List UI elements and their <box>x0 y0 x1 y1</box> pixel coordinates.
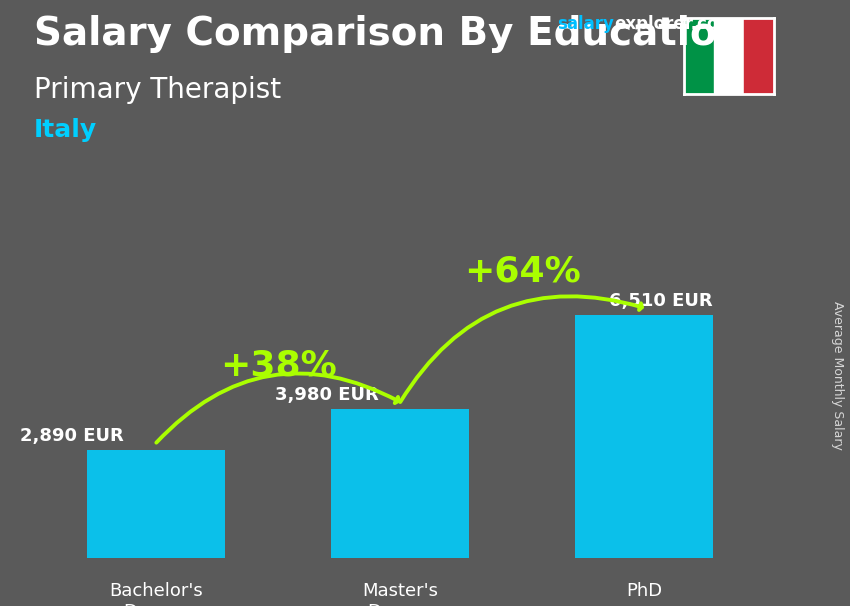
Bar <box>332 409 469 558</box>
Text: Average Monthly Salary: Average Monthly Salary <box>830 301 844 450</box>
Text: 3,980 EUR: 3,980 EUR <box>275 387 379 404</box>
Bar <box>744 18 774 94</box>
Text: Bachelor's
Degree: Bachelor's Degree <box>110 582 203 606</box>
Bar <box>575 315 713 558</box>
Text: PhD: PhD <box>626 582 662 600</box>
Text: 2,890 EUR: 2,890 EUR <box>20 427 123 445</box>
Bar <box>684 18 714 94</box>
Text: Italy: Italy <box>34 118 97 142</box>
Text: +38%: +38% <box>220 348 337 383</box>
Text: 6,510 EUR: 6,510 EUR <box>609 292 712 310</box>
Text: Primary Therapist: Primary Therapist <box>34 76 281 104</box>
Text: Salary Comparison By Education: Salary Comparison By Education <box>34 15 745 53</box>
Text: explorer.com: explorer.com <box>615 15 736 33</box>
Bar <box>714 18 744 94</box>
Bar <box>88 450 225 558</box>
Text: salary: salary <box>557 15 614 33</box>
Text: +64%: +64% <box>464 255 581 288</box>
Text: Master's
Degree: Master's Degree <box>362 582 439 606</box>
